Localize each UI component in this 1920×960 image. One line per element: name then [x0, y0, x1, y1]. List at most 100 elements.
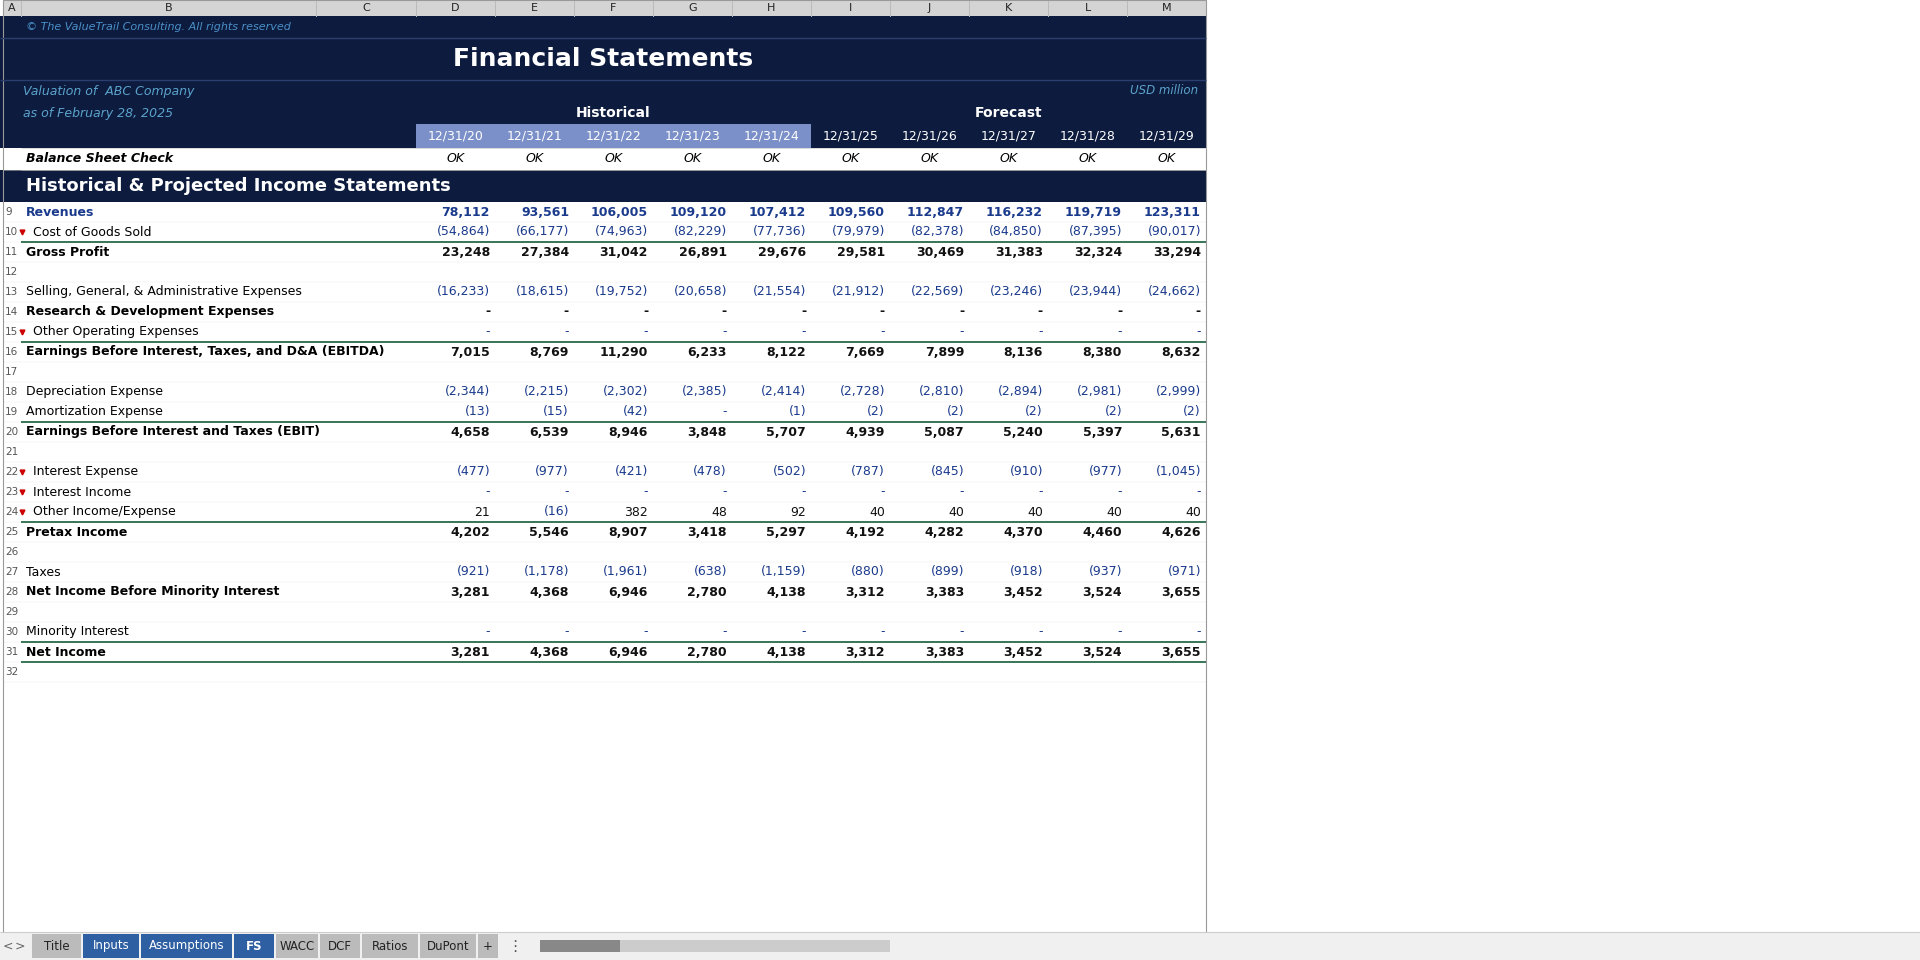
Text: -: - — [1039, 325, 1043, 339]
Text: Gross Profit: Gross Profit — [27, 246, 109, 258]
Bar — [0, 382, 1206, 402]
Text: Selling, General, & Administrative Expenses: Selling, General, & Administrative Expen… — [27, 285, 301, 299]
Bar — [891, 0, 970, 16]
Bar — [83, 934, 138, 958]
Bar — [0, 16, 1206, 38]
Text: -: - — [722, 325, 728, 339]
Text: 5,631: 5,631 — [1162, 425, 1202, 439]
Bar — [0, 502, 1206, 522]
Text: -: - — [801, 325, 806, 339]
Text: A: A — [8, 3, 15, 13]
Text: 3,383: 3,383 — [925, 586, 964, 598]
Text: 6,539: 6,539 — [530, 425, 568, 439]
Text: -: - — [1039, 486, 1043, 498]
Text: as of February 28, 2025: as of February 28, 2025 — [23, 107, 173, 119]
Text: © The ValueTrail Consulting. All rights reserved: © The ValueTrail Consulting. All rights … — [27, 22, 290, 32]
Text: 4,370: 4,370 — [1004, 525, 1043, 539]
Bar — [0, 582, 1206, 602]
Text: 2,780: 2,780 — [687, 586, 728, 598]
Text: (20,658): (20,658) — [674, 285, 728, 299]
Text: 31,383: 31,383 — [995, 246, 1043, 258]
Text: Balance Sheet Check: Balance Sheet Check — [27, 153, 173, 165]
Text: (1): (1) — [789, 405, 806, 419]
Text: -: - — [643, 325, 649, 339]
Text: -: - — [643, 305, 649, 319]
Text: Earnings Before Interest and Taxes (EBIT): Earnings Before Interest and Taxes (EBIT… — [27, 425, 321, 439]
Bar — [0, 422, 1206, 442]
Text: 3,281: 3,281 — [451, 645, 490, 659]
Text: 5,297: 5,297 — [766, 525, 806, 539]
Text: (787): (787) — [851, 466, 885, 478]
Text: -: - — [801, 486, 806, 498]
Bar — [0, 482, 1206, 502]
Text: G: G — [687, 3, 697, 13]
Bar — [234, 934, 275, 958]
Text: -: - — [722, 405, 728, 419]
Bar — [0, 602, 1206, 622]
Bar — [140, 934, 232, 958]
Text: Assumptions: Assumptions — [148, 940, 225, 952]
Text: Valuation of  ABC Company: Valuation of ABC Company — [23, 84, 194, 98]
Text: (2,728): (2,728) — [839, 386, 885, 398]
Text: 8,769: 8,769 — [530, 346, 568, 358]
Text: 109,120: 109,120 — [670, 205, 728, 219]
Text: (16): (16) — [543, 506, 568, 518]
Text: 24: 24 — [6, 507, 19, 517]
Text: -: - — [960, 486, 964, 498]
Text: -: - — [486, 486, 490, 498]
Text: 4,202: 4,202 — [451, 525, 490, 539]
Bar — [1127, 0, 1206, 16]
Text: 16: 16 — [6, 347, 19, 357]
Text: 14: 14 — [6, 307, 19, 317]
Bar — [495, 0, 574, 16]
Text: (421): (421) — [614, 466, 649, 478]
Text: (90,017): (90,017) — [1148, 226, 1202, 238]
Text: Minority Interest: Minority Interest — [27, 626, 129, 638]
Bar — [21, 0, 317, 16]
Text: USD million: USD million — [1129, 84, 1198, 98]
Text: 8,380: 8,380 — [1083, 346, 1121, 358]
Text: OK: OK — [920, 153, 939, 165]
Bar — [653, 0, 732, 16]
Text: -: - — [958, 305, 964, 319]
Text: -: - — [564, 626, 568, 638]
Text: 8,122: 8,122 — [766, 346, 806, 358]
Text: (977): (977) — [536, 466, 568, 478]
Text: 6,946: 6,946 — [609, 645, 649, 659]
Text: 11,290: 11,290 — [599, 346, 649, 358]
Text: 12: 12 — [6, 267, 19, 277]
Text: 8,136: 8,136 — [1004, 346, 1043, 358]
Text: (77,736): (77,736) — [753, 226, 806, 238]
Text: (16,233): (16,233) — [438, 285, 490, 299]
Text: D: D — [451, 3, 459, 13]
Text: OK: OK — [762, 153, 781, 165]
Text: 21: 21 — [6, 447, 19, 457]
Text: 3,452: 3,452 — [1004, 645, 1043, 659]
Text: 3,848: 3,848 — [687, 425, 728, 439]
Text: L: L — [1085, 3, 1091, 13]
Text: 3,524: 3,524 — [1083, 586, 1121, 598]
Bar — [417, 124, 810, 148]
Text: (82,378): (82,378) — [910, 226, 964, 238]
Text: 92: 92 — [791, 506, 806, 518]
Text: (15): (15) — [543, 405, 568, 419]
Text: -: - — [643, 626, 649, 638]
Text: Ratios: Ratios — [372, 940, 409, 952]
Bar — [0, 402, 1206, 422]
Text: (23,246): (23,246) — [991, 285, 1043, 299]
Bar — [0, 542, 1206, 562]
Text: Earnings Before Interest, Taxes, and D&A (EBITDA): Earnings Before Interest, Taxes, and D&A… — [27, 346, 384, 358]
Text: (2,385): (2,385) — [682, 386, 728, 398]
Text: 18: 18 — [6, 387, 19, 397]
Text: 5,546: 5,546 — [530, 525, 568, 539]
Text: -: - — [801, 305, 806, 319]
Text: -: - — [643, 486, 649, 498]
Text: -: - — [722, 305, 728, 319]
Bar — [0, 148, 1206, 170]
Text: (2,414): (2,414) — [760, 386, 806, 398]
Bar — [0, 342, 1206, 362]
Text: 40: 40 — [870, 506, 885, 518]
Text: I: I — [849, 3, 852, 13]
Text: 31,042: 31,042 — [599, 246, 649, 258]
Text: 109,560: 109,560 — [828, 205, 885, 219]
